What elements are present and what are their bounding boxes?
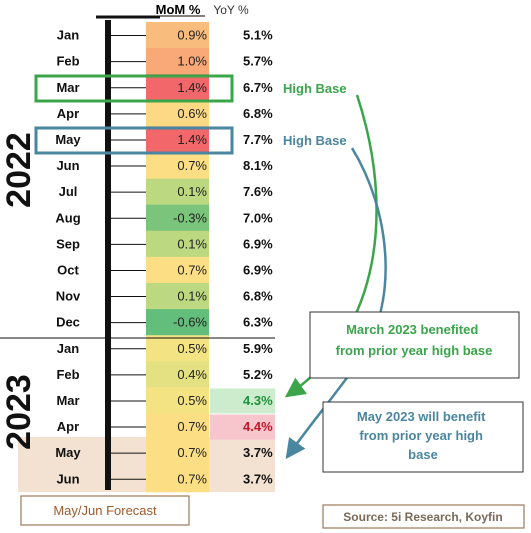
forecast-label: May/Jun Forecast (53, 503, 157, 518)
mom-value-jan-2022: 0.9% (177, 28, 207, 43)
yoy-value-feb-2022: 5.7% (243, 54, 273, 69)
annotation-high-base-may: High Base (283, 133, 347, 148)
month-label-jan-2023: Jan (57, 341, 79, 356)
mom-value-aug-2022: -0.3% (173, 210, 207, 225)
mom-value-jun-2023: 0.7% (177, 471, 207, 486)
yoy-value-mar-2023: 4.3% (243, 393, 273, 408)
mom-cell-dec-2022 (146, 309, 209, 336)
mom-value-apr-2023: 0.7% (177, 419, 207, 434)
callout-may-line-2: from prior year high (359, 428, 483, 443)
mom-cell-mar-2023 (146, 387, 209, 414)
callout-march-line-1: March 2023 benefited (346, 322, 478, 337)
mom-cell-feb-2022 (146, 48, 209, 75)
source-label: Source: 5i Research, Koyfin (343, 510, 502, 524)
mom-cell-may-2022 (146, 126, 209, 153)
mom-value-sep-2022: 0.1% (177, 236, 207, 251)
month-label-aug-2022: Aug (55, 210, 80, 225)
mom-cell-jan-2022 (146, 22, 209, 49)
mom-value-jun-2022: 0.7% (177, 158, 207, 173)
yoy-value-oct-2022: 6.9% (243, 262, 273, 277)
mom-value-dec-2022: -0.6% (173, 315, 207, 330)
month-label-nov-2022: Nov (56, 289, 81, 304)
mom-cell-oct-2022 (146, 256, 209, 284)
callout-may-line-1: May 2023 will benefit (357, 409, 486, 424)
month-label-feb-2022: Feb (56, 54, 79, 69)
month-label-jun-2023: Jun (56, 471, 79, 486)
yoy-value-may-2023: 3.7% (243, 445, 273, 460)
yoy-highlight-apr-2023 (210, 414, 275, 440)
yoy-value-nov-2022: 6.8% (243, 289, 273, 304)
callout-box-may (322, 401, 524, 473)
mom-value-jan-2023: 0.5% (177, 341, 207, 356)
yoy-value-jan-2023: 5.9% (243, 341, 273, 356)
mom-cell-feb-2023 (146, 361, 209, 388)
mom-value-mar-2023: 0.5% (177, 393, 207, 408)
forecast-label-box (20, 495, 190, 526)
mom-cell-nov-2022 (146, 283, 209, 310)
annotation-high-base-mar: High Base (283, 81, 347, 96)
callout-text-may: May 2023 will benefit from prior year hi… (357, 409, 489, 462)
mom-value-feb-2023: 0.4% (177, 367, 207, 382)
yoy-highlight-mar-2023 (210, 388, 275, 414)
yoy-value-apr-2023: 4.4% (243, 419, 273, 434)
yoy-value-may-2022: 7.7% (243, 132, 273, 147)
year-label-2023: 2023 (0, 374, 38, 450)
mom-cell-apr-2023 (146, 413, 209, 441)
column-header-mom: MoM % (156, 2, 201, 17)
mom-value-jul-2022: 0.1% (177, 184, 207, 199)
mom-value-nov-2022: 0.1% (177, 289, 207, 304)
callout-may-line-3: base (408, 447, 438, 462)
mom-value-apr-2022: 0.6% (177, 106, 207, 121)
callout-box-march (309, 311, 520, 379)
month-label-mar-2022: Mar (56, 80, 79, 95)
month-label-jan-2022: Jan (57, 28, 79, 43)
column-header-yoy: YoY % (213, 3, 249, 17)
month-label-feb-2023: Feb (56, 367, 79, 382)
yoy-value-mar-2022: 6.7% (243, 80, 273, 95)
mom-value-feb-2022: 1.0% (177, 54, 207, 69)
mom-cell-jul-2022 (146, 178, 209, 206)
month-label-dec-2022: Dec (56, 315, 80, 330)
source-box (322, 504, 525, 529)
highlight-box-may-2022 (34, 126, 234, 155)
callout-march-line-2: from prior year high base (336, 343, 493, 358)
yoy-value-sep-2022: 6.9% (243, 236, 273, 251)
mom-cell-apr-2022 (146, 100, 209, 127)
mom-cell-jun-2023 (146, 465, 209, 493)
month-label-jun-2022: Jun (56, 158, 79, 173)
month-label-may-2022: May (55, 132, 81, 147)
month-label-may-2023: May (55, 445, 81, 460)
yoy-value-apr-2022: 6.8% (243, 106, 273, 121)
month-label-apr-2022: Apr (57, 106, 79, 121)
yoy-value-jan-2022: 5.1% (243, 28, 273, 43)
month-label-sep-2022: Sep (56, 236, 80, 251)
yoy-value-feb-2023: 5.2% (243, 367, 273, 382)
yoy-value-jun-2022: 8.1% (243, 158, 273, 173)
yoy-value-dec-2022: 6.3% (243, 315, 273, 330)
mom-value-may-2023: 0.7% (177, 445, 207, 460)
yoy-value-jun-2023: 3.7% (243, 471, 273, 486)
year-label-2022: 2022 (0, 132, 38, 208)
highlight-box-mar-2022 (34, 74, 234, 103)
yoy-value-jul-2022: 7.6% (243, 184, 273, 199)
mom-value-oct-2022: 0.7% (177, 262, 207, 277)
month-label-apr-2023: Apr (57, 419, 79, 434)
mom-cell-jan-2023 (146, 335, 209, 362)
mom-cell-aug-2022 (146, 204, 209, 232)
mom-cell-may-2023 (146, 439, 209, 467)
yoy-value-aug-2022: 7.0% (243, 210, 273, 225)
month-label-mar-2023: Mar (56, 393, 79, 408)
month-label-oct-2022: Oct (57, 262, 79, 277)
mom-cell-jun-2022 (146, 152, 209, 180)
month-label-jul-2022: Jul (59, 184, 78, 199)
mom-cell-mar-2022 (146, 74, 209, 101)
callout-text-march: March 2023 benefited from prior year hig… (336, 322, 493, 358)
mom-value-mar-2022: 1.4% (177, 80, 207, 95)
mom-value-may-2022: 1.4% (177, 132, 207, 147)
mom-cell-sep-2022 (146, 230, 209, 258)
